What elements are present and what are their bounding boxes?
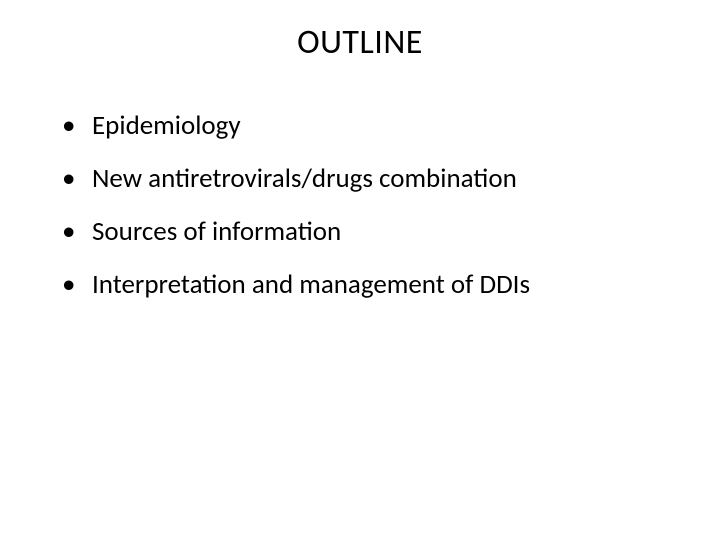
bullet-list: Epidemiology New antiretrovirals/drugs c…: [58, 110, 668, 300]
slide-body: Epidemiology New antiretrovirals/drugs c…: [58, 110, 668, 322]
slide: OUTLINE Epidemiology New antiretrovirals…: [0, 0, 720, 540]
list-item: New antiretrovirals/drugs combination: [58, 163, 668, 194]
list-item: Sources of information: [58, 216, 668, 247]
list-item: Epidemiology: [58, 110, 668, 141]
list-item: Interpretation and management of DDIs: [58, 269, 668, 300]
slide-title: OUTLINE: [0, 22, 720, 63]
